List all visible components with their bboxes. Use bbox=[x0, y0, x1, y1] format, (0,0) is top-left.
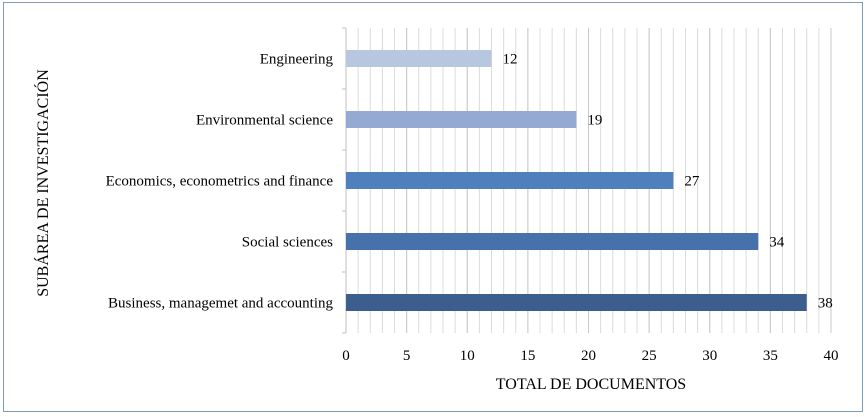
bar bbox=[346, 172, 674, 189]
x-tick-label: 5 bbox=[403, 348, 411, 364]
x-tick-label: 25 bbox=[642, 348, 657, 364]
category-label: Economics, econometrics and finance bbox=[106, 174, 334, 190]
x-tick-labels-group: 0 5 10 15 20 25 30 35 40 bbox=[342, 348, 838, 364]
x-tick-label: 10 bbox=[460, 348, 475, 364]
bars-group bbox=[346, 50, 807, 311]
bar-value-label: 12 bbox=[503, 52, 518, 68]
category-labels-group: Engineering Environmental science Economic… bbox=[106, 52, 334, 312]
category-label: Business, managemet and accounting bbox=[108, 296, 333, 312]
bar-value-label: 27 bbox=[684, 174, 700, 190]
category-label: Social sciences bbox=[242, 235, 333, 251]
horizontal-bar-chart: 12 19 27 34 38 Engineering Environmental scie… bbox=[33, 27, 839, 393]
chart-frame: 12 19 27 34 38 Engineering Environmental scie… bbox=[3, 2, 863, 412]
bar bbox=[346, 294, 807, 311]
bar-value-label: 34 bbox=[769, 235, 785, 251]
x-tick-label: 20 bbox=[581, 348, 596, 364]
x-tick-label: 35 bbox=[763, 348, 778, 364]
x-tick-label: 0 bbox=[342, 348, 350, 364]
bar bbox=[346, 50, 492, 67]
bar-value-label: 19 bbox=[587, 113, 602, 129]
x-axis-title: TOTAL DE DOCUMENTOS bbox=[496, 376, 686, 393]
x-tick-label: 40 bbox=[824, 348, 839, 364]
category-label: Engineering bbox=[260, 52, 334, 68]
x-tick-label: 30 bbox=[702, 348, 717, 364]
bar bbox=[346, 111, 577, 128]
bar bbox=[346, 233, 759, 250]
bar-value-label: 38 bbox=[818, 296, 833, 312]
data-labels-group: 12 19 27 34 38 bbox=[503, 52, 833, 312]
y-axis-title: SUBÁREA DE INVESTIGACIÓN bbox=[33, 69, 52, 297]
category-label: Environmental science bbox=[196, 113, 333, 129]
x-tick-label: 15 bbox=[520, 348, 535, 364]
